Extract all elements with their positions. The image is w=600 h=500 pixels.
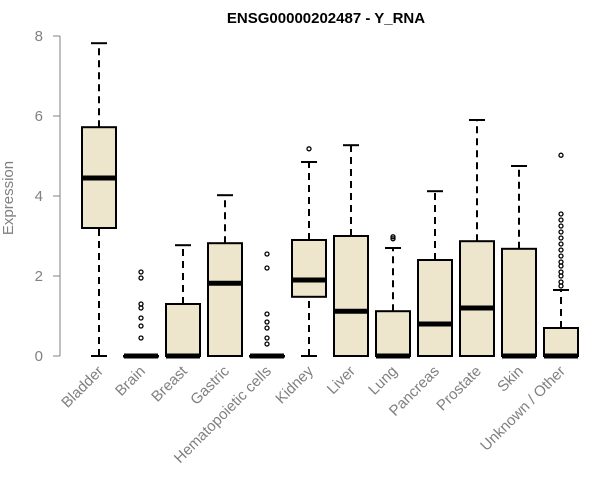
outlier-point: [264, 265, 270, 271]
box-unknown-other: [543, 152, 579, 359]
outlier-point: [558, 241, 564, 247]
x-tick-label: Brain: [112, 363, 149, 400]
outlier-point: [264, 311, 270, 317]
box-iqr: [501, 247, 537, 357]
box-hematopoietic-cells: [249, 251, 285, 359]
box-bladder: [81, 42, 117, 357]
outlier-point: [558, 211, 564, 217]
x-tick-label: Lung: [365, 363, 401, 399]
outlier-point: [558, 229, 564, 235]
box-gastric: [207, 194, 243, 357]
outlier-point: [558, 259, 564, 265]
box-iqr: [543, 327, 579, 357]
x-tick-label: Kidney: [272, 362, 317, 407]
box-iqr: [333, 235, 369, 357]
x-tick-label: Breast: [148, 362, 191, 405]
outlier-point: [390, 236, 396, 242]
box-iqr: [459, 240, 495, 357]
outlier-point: [558, 235, 564, 241]
y-axis: 0 2 4 6 8: [35, 28, 61, 365]
outlier-point: [306, 146, 312, 152]
box-iqr: [417, 259, 453, 357]
outlier-point: [558, 253, 564, 259]
outlier-point: [138, 315, 144, 321]
box-lung: [375, 234, 411, 359]
box-prostate: [459, 119, 495, 357]
box-pancreas: [417, 190, 453, 357]
box-iqr: [375, 310, 411, 358]
outlier-point: [264, 335, 270, 341]
y-tick-label: 8: [35, 28, 43, 45]
outlier-point: [138, 335, 144, 341]
outlier-point: [138, 323, 144, 329]
y-tick-label: 4: [35, 188, 43, 205]
box-breast: [165, 244, 201, 359]
boxes: [81, 42, 579, 359]
x-tick-label: Prostate: [433, 363, 485, 415]
outlier-point: [138, 269, 144, 275]
outlier-point: [558, 217, 564, 223]
outlier-point: [138, 275, 144, 281]
outlier-point: [264, 251, 270, 257]
y-axis-title: Expression: [0, 161, 17, 235]
outlier-point: [558, 247, 564, 253]
y-tick-label: 6: [35, 108, 43, 125]
outlier-point: [558, 223, 564, 229]
box-iqr: [165, 303, 201, 357]
box-iqr: [207, 242, 243, 357]
outlier-point: [558, 269, 564, 275]
x-tick-label: Skin: [494, 363, 527, 396]
box-brain: [123, 269, 159, 359]
outlier-point: [558, 152, 564, 158]
box-kidney: [291, 146, 327, 357]
box-liver: [333, 144, 369, 357]
outlier-point: [264, 341, 270, 347]
outlier-point: [138, 301, 144, 307]
outlier-point: [264, 319, 270, 325]
outlier-point: [264, 325, 270, 331]
box-iqr: [291, 239, 327, 298]
x-tick-label: Bladder: [58, 363, 107, 412]
box-skin: [501, 165, 537, 359]
outlier-point: [558, 279, 564, 285]
x-tick-label: Liver: [324, 363, 359, 398]
y-tick-label: 0: [35, 348, 43, 365]
outlier-point: [390, 234, 396, 240]
chart-title: ENSG00000202487 - Y_RNA: [227, 10, 425, 27]
y-tick-label: 2: [35, 268, 43, 285]
